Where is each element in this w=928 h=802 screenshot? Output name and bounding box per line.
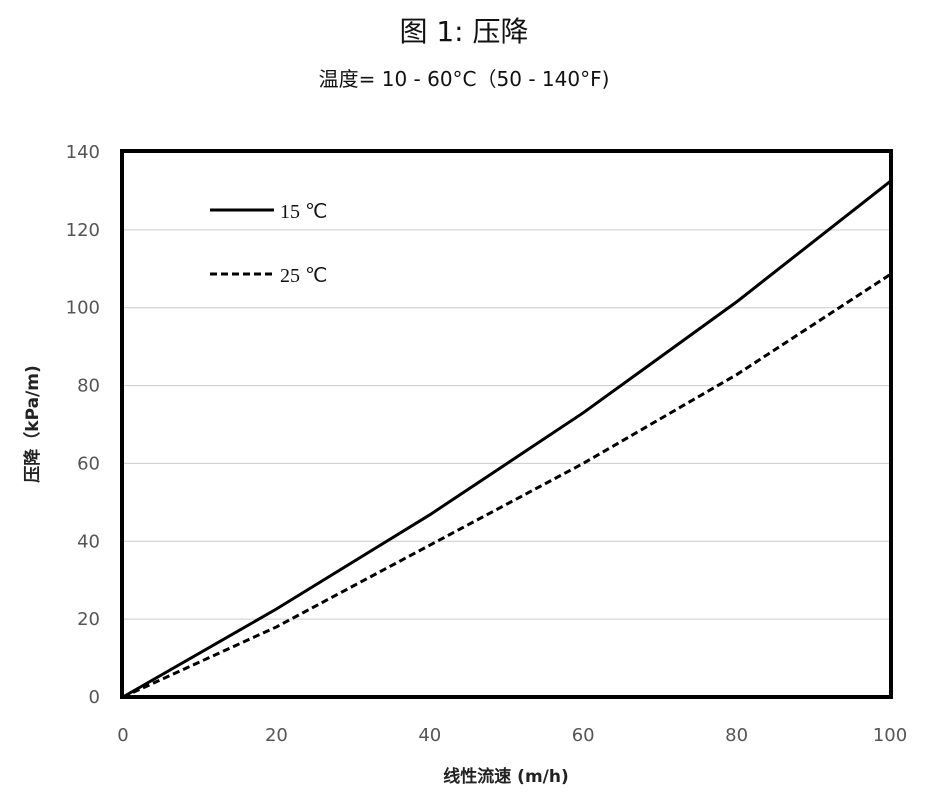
y-tick-label: 20 [77,609,100,630]
legend-label-25c: 25 ℃ [280,265,327,287]
x-tick-label: 0 [117,725,128,746]
y-tick-label: 60 [77,453,100,474]
legend: 15 ℃ 25 ℃ [210,201,327,287]
x-axis-label: 线性流速 (m/h) [443,766,568,787]
y-tick-label: 40 [77,531,100,552]
y-tick-label: 120 [66,220,100,241]
y-axis-label: 压降（kPa/m) [22,365,43,482]
x-tick-label: 80 [725,725,748,746]
x-tick-label: 100 [873,725,907,746]
y-tick-label: 140 [66,142,100,163]
x-tick-label: 60 [572,725,595,746]
series-line-15c [122,180,891,699]
legend-label-15c: 15 ℃ [280,201,327,223]
x-tick-label: 40 [418,725,441,746]
chart-subtitle: 温度= 10 - 60°C（50 - 140°F) [318,67,610,91]
plot-frame [120,149,893,699]
y-tick-label: 0 [89,687,100,708]
x-tick-label: 20 [265,725,288,746]
series-line-25c [122,273,891,699]
y-tick-label: 80 [77,376,100,397]
chart-title: 图 1: 压降 [399,15,529,48]
y-tick-label: 100 [66,298,100,319]
